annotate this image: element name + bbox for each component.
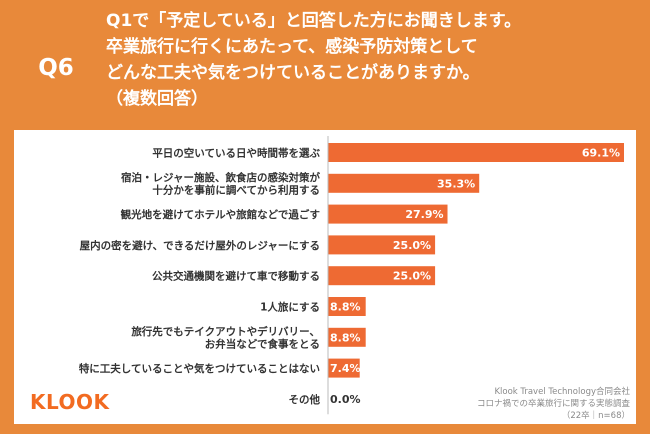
bar <box>328 143 624 162</box>
bar <box>328 358 360 378</box>
value-label: 25.0% <box>393 239 431 252</box>
category-label: 十分かを事前に調べてから利用する <box>152 184 320 197</box>
question-line: Q1で「予定している」と回答した方にお聞きします。 <box>106 11 522 31</box>
category-label: 平日の空いている日や時間帯を選ぶ <box>152 147 320 160</box>
category-label: 屋内の密を避け、できるだけ屋外のレジャーにする <box>80 239 320 252</box>
category-label: その他 <box>289 393 321 406</box>
value-label: 25.0% <box>393 270 431 283</box>
bar <box>328 173 480 193</box>
source-note: Klook Travel Technology合同会社 コロナ禍での卒業旅行に関… <box>477 386 630 422</box>
value-label: 0.0% <box>330 393 361 406</box>
category-label: 特に工夫していることや気をつけていることはない <box>79 362 320 375</box>
question-line: どんな工夫や気をつけていることがありますか。 <box>106 63 480 83</box>
question-line: 卒業旅行に行くにあたって、感染予防対策として <box>106 37 478 57</box>
source-line: Klook Travel Technology合同会社 <box>494 387 630 397</box>
bar-chart: 平日の空いている日や時間帯を選ぶ 69.1% 宿泊・レジャー施設、飲食店の感染対策が… <box>79 136 624 415</box>
value-label: 8.8% <box>330 301 361 314</box>
category-label: お弁当などで食事をとる <box>205 338 320 351</box>
value-label: 27.9% <box>405 208 443 221</box>
source-line: コロナ禍での卒業旅行に関する実態調査 <box>476 399 630 409</box>
question-line: （複数回答） <box>106 89 208 109</box>
category-label: 宿泊・レジャー施設、飲食店の感染対策が <box>121 171 320 184</box>
bar <box>328 327 366 347</box>
chart-panel: 平日の空いている日や時間帯を選ぶ 69.1% 宿泊・レジャー施設、飲食店の感染対策が… <box>14 130 636 424</box>
source-line: （22卒｜n=68） <box>561 411 630 421</box>
category-label: 公共交通機関を避けて車で移動する <box>152 270 320 283</box>
category-label: 1人旅にする <box>260 301 320 314</box>
value-label: 35.3% <box>437 177 475 190</box>
value-label: 69.1% <box>582 147 620 160</box>
value-label: 7.4% <box>330 362 361 375</box>
category-label: 旅行先でもテイクアウトやデリバリー、 <box>131 325 320 338</box>
bar <box>328 297 366 316</box>
klook-logo: KLOOK <box>30 390 110 414</box>
question-number-badge: Q6 <box>38 55 74 81</box>
question-text: Q1で「予定している」と回答した方にお聞きします。 卒業旅行に行くにあたって、感… <box>106 8 636 112</box>
question-header: Q6 Q1で「予定している」と回答した方にお聞きします。 卒業旅行に行くにあたっ… <box>0 0 650 128</box>
bar <box>328 235 436 255</box>
value-label: 8.8% <box>330 331 361 344</box>
bar <box>328 266 436 286</box>
category-label: 観光地を避けてホテルや旅館などで過ごす <box>121 208 320 221</box>
bar <box>328 204 448 224</box>
